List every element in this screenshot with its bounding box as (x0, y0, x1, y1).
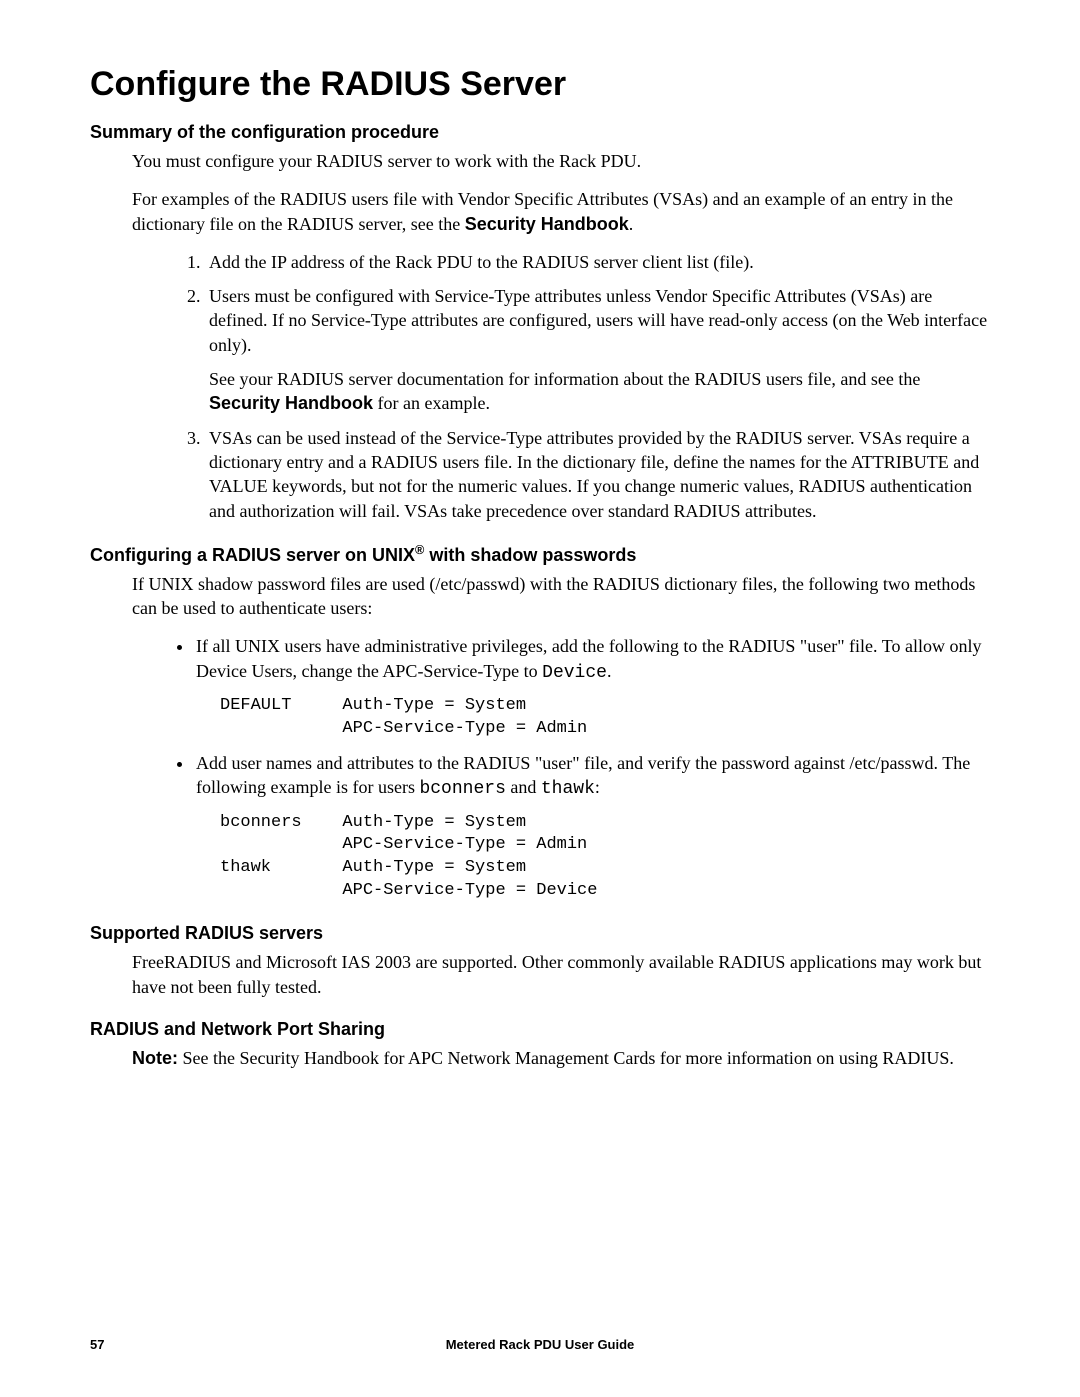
heading-summary: Summary of the configuration procedure (90, 122, 990, 143)
unix-b2-post: : (595, 777, 600, 797)
footer: 57 Metered Rack PDU User Guide (90, 1337, 990, 1352)
heading-unix-pre: Configuring a RADIUS server on UNIX (90, 545, 415, 565)
unix-b2-code2: thawk (541, 779, 595, 799)
summary-li2: Users must be configured with Service-Ty… (205, 284, 990, 415)
unix-bullets: If all UNIX users have administrative pr… (90, 634, 990, 685)
unix-p1: If UNIX shadow password files are used (… (132, 572, 990, 621)
section-supported: Supported RADIUS servers FreeRADIUS and … (90, 923, 990, 999)
summary-li3-text: VSAs can be used instead of the Service-… (209, 428, 979, 521)
unix-bullets-2: Add user names and attributes to the RAD… (90, 751, 990, 802)
unix-b1: If all UNIX users have administrative pr… (194, 634, 990, 685)
unix-b2: Add user names and attributes to the RAD… (194, 751, 990, 802)
note-text: See the Security Handbook for APC Networ… (178, 1048, 954, 1068)
heading-portsharing: RADIUS and Network Port Sharing (90, 1019, 990, 1040)
unix-code1: DEFAULT Auth-Type = System APC-Service-T… (90, 695, 990, 741)
summary-p2-post: . (629, 214, 634, 234)
heading-unix-sup: ® (415, 543, 424, 557)
unix-b2-code1: bconners (419, 779, 505, 799)
footer-doc-title: Metered Rack PDU User Guide (446, 1337, 635, 1352)
section-summary: Summary of the configuration procedure Y… (90, 122, 990, 523)
summary-li2-sub-bold: Security Handbook (209, 393, 373, 413)
summary-li1-text: Add the IP address of the Rack PDU to th… (209, 252, 754, 272)
section-unix: Configuring a RADIUS server on UNIX® wit… (90, 543, 990, 903)
unix-b1-code: Device (542, 663, 607, 683)
summary-li1: Add the IP address of the Rack PDU to th… (205, 250, 990, 274)
supported-p1: FreeRADIUS and Microsoft IAS 2003 are su… (132, 950, 990, 999)
summary-li3: VSAs can be used instead of the Service-… (205, 426, 990, 523)
summary-p2: For examples of the RADIUS users file wi… (132, 187, 990, 236)
summary-p2-bold: Security Handbook (465, 214, 629, 234)
page-title: Configure the RADIUS Server (90, 65, 990, 104)
note-label: Note: (132, 1048, 178, 1068)
unix-code2: bconners Auth-Type = System APC-Service-… (90, 812, 990, 904)
summary-li2-text: Users must be configured with Service-Ty… (209, 286, 987, 355)
footer-page-number: 57 (90, 1337, 104, 1352)
heading-unix-post: with shadow passwords (424, 545, 636, 565)
summary-li2-sub-post: for an example. (373, 393, 490, 413)
summary-list: Add the IP address of the Rack PDU to th… (90, 250, 990, 523)
heading-unix: Configuring a RADIUS server on UNIX® wit… (90, 543, 990, 566)
section-portsharing: RADIUS and Network Port Sharing Note: Se… (90, 1019, 990, 1070)
unix-b1-post: . (607, 661, 612, 681)
heading-supported: Supported RADIUS servers (90, 923, 990, 944)
summary-li2-sub: See your RADIUS server documentation for… (209, 367, 990, 416)
summary-p1: You must configure your RADIUS server to… (132, 149, 990, 173)
page: Configure the RADIUS Server Summary of t… (0, 0, 1080, 1397)
summary-li2-sub-pre: See your RADIUS server documentation for… (209, 369, 920, 389)
portsharing-note: Note: See the Security Handbook for APC … (132, 1046, 990, 1070)
unix-b2-mid: and (506, 777, 541, 797)
